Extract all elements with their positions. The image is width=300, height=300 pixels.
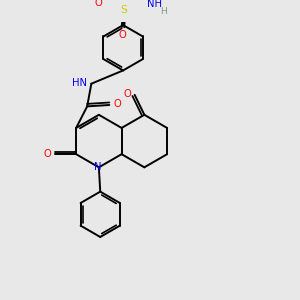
Text: O: O	[44, 148, 52, 159]
Text: HN: HN	[72, 78, 87, 88]
Text: O: O	[118, 30, 126, 40]
Text: S: S	[120, 5, 127, 15]
Text: N: N	[94, 162, 101, 172]
Text: O: O	[113, 99, 121, 110]
Text: H: H	[160, 7, 167, 16]
Text: O: O	[94, 0, 102, 8]
Text: NH: NH	[147, 0, 162, 9]
Text: O: O	[123, 88, 131, 98]
